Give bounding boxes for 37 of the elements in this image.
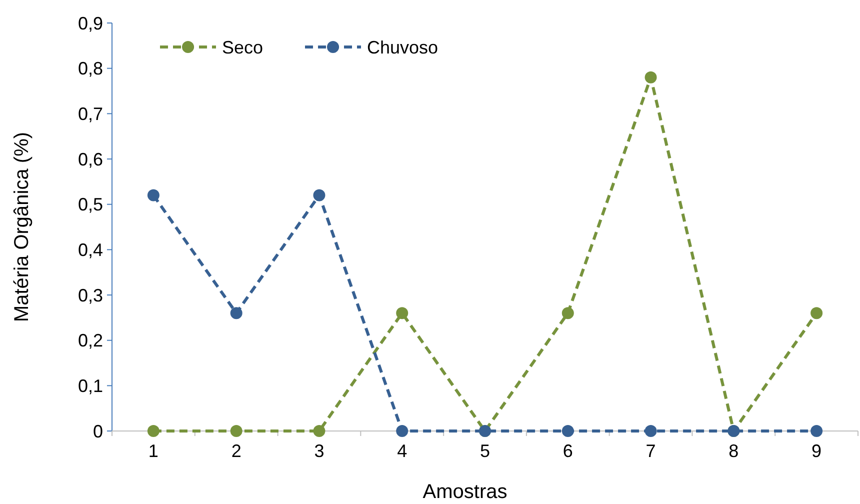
- point: [230, 307, 242, 320]
- x-axis-title: Amostras: [422, 481, 508, 503]
- y-axis-title: Matéria Orgânica (%): [11, 132, 33, 322]
- x-tick-label: 5: [480, 441, 490, 461]
- y-tick-label: 0: [92, 421, 103, 442]
- y-tick-label: 0,5: [78, 194, 103, 215]
- point: [562, 307, 574, 320]
- x-tick-label: 9: [812, 441, 822, 461]
- point: [147, 425, 160, 437]
- y-tick-label: 0,6: [78, 149, 103, 170]
- point: [644, 425, 657, 437]
- point: [396, 307, 408, 320]
- point: [313, 425, 326, 437]
- point: [147, 189, 160, 202]
- point: [230, 425, 242, 437]
- point: [562, 425, 574, 437]
- x-tick-label: 8: [728, 441, 739, 461]
- y-tick-label: 0,2: [78, 330, 103, 351]
- y-tick-label: 0,3: [78, 285, 103, 306]
- y-tick-label: 0,9: [78, 13, 103, 34]
- y-tick-label: 0,7: [78, 104, 103, 124]
- legend-label: Chuvoso: [367, 37, 438, 58]
- x-tick-label: 4: [397, 441, 408, 461]
- point: [810, 307, 823, 320]
- x-tick-label: 2: [231, 441, 242, 461]
- x-tick-label: 7: [646, 441, 656, 461]
- y-tick-label: 0,4: [78, 240, 103, 260]
- point: [396, 425, 408, 437]
- point: [313, 189, 326, 202]
- x-tick-label: 1: [148, 441, 158, 461]
- legend-label: Seco: [222, 37, 264, 58]
- y-tick-label: 0,1: [78, 376, 103, 396]
- y-tick-label: 0,8: [78, 58, 103, 79]
- x-tick-label: 3: [314, 441, 324, 461]
- point: [810, 425, 823, 437]
- x-tick-label: 6: [562, 441, 573, 461]
- point: [644, 71, 657, 84]
